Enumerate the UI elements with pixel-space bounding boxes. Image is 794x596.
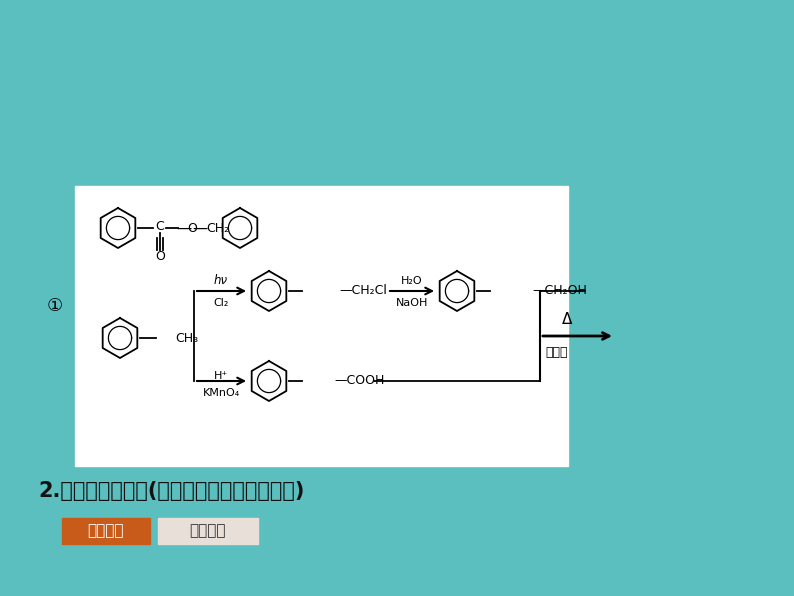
Bar bbox=[75, 186, 568, 466]
Text: ①: ① bbox=[47, 297, 63, 315]
Text: —: — bbox=[192, 221, 207, 235]
Text: —: — bbox=[176, 221, 191, 235]
Text: C: C bbox=[156, 221, 164, 234]
Text: O: O bbox=[155, 250, 165, 262]
Text: 2.合成方法的设计(设计四种不同的合成方法): 2.合成方法的设计(设计四种不同的合成方法) bbox=[38, 481, 304, 501]
Text: hν: hν bbox=[214, 275, 228, 287]
Text: CH₃: CH₃ bbox=[175, 331, 198, 344]
Text: —COOH: —COOH bbox=[334, 374, 384, 387]
Text: NaOH: NaOH bbox=[396, 298, 428, 308]
Text: H₂O: H₂O bbox=[401, 276, 423, 286]
Text: 必备知识: 必备知识 bbox=[88, 523, 124, 539]
Text: KMnO₄: KMnO₄ bbox=[202, 388, 240, 398]
Text: Cl₂: Cl₂ bbox=[214, 298, 229, 308]
Bar bbox=[158, 518, 258, 544]
Text: Δ: Δ bbox=[562, 312, 572, 327]
Text: 浓硫酸: 浓硫酸 bbox=[545, 346, 568, 359]
Text: CH₂: CH₂ bbox=[206, 222, 229, 234]
Text: —CH₂Cl: —CH₂Cl bbox=[339, 284, 387, 297]
Text: 正误判断: 正误判断 bbox=[190, 523, 226, 539]
Text: H⁺: H⁺ bbox=[214, 371, 228, 381]
Text: O: O bbox=[187, 222, 197, 234]
Text: —CH₂OH: —CH₂OH bbox=[532, 284, 587, 297]
Bar bbox=[62, 518, 150, 544]
